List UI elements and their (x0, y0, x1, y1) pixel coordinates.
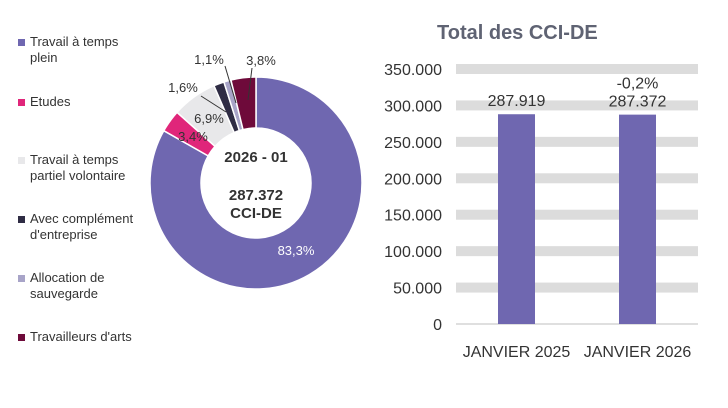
legend-item-travail-temps-partiel-volontaire: Travail à temps partiel volontaire (18, 152, 168, 184)
donut-slice-travailleurs-d-arts (230, 76, 257, 131)
x-tick-label: JANVIER 2026 (584, 344, 692, 361)
y-tick-label: 200.000 (384, 171, 442, 188)
y-tick-label: 300.000 (384, 98, 442, 115)
legend-swatch (18, 275, 25, 282)
leader-line (224, 65, 237, 104)
leader-line (247, 67, 253, 101)
legend-label: Avec complément d'entreprise (30, 211, 134, 242)
legend-label: Allocation de sauvegarde (30, 270, 105, 301)
legend-label: Travailleurs d'arts (30, 329, 132, 344)
legend-label: Travail à temps partiel volontaire (30, 152, 126, 183)
slice-label-travail-temps-partiel-volontaire: 6,9% (194, 111, 224, 126)
slice-label-etudes: 3,4% (178, 129, 208, 144)
bar-chart-title: Total des CCI-DE (437, 22, 598, 44)
legend-swatch (18, 39, 25, 46)
y-tick-label: 150.000 (384, 208, 442, 225)
legend-swatch (18, 216, 25, 223)
y-tick-label: 350.000 (384, 62, 442, 79)
bar-janvier-2025 (498, 114, 535, 325)
slice-label-allocation-de-sauvegarde: 1,1% (194, 52, 224, 67)
legend-item-travail-temps-plein: Travail à temps plein (18, 34, 168, 66)
grid-band (456, 246, 698, 257)
center-unit: CCI-DE (230, 205, 282, 222)
bar-janvier-2026 (619, 114, 656, 325)
grid-band (456, 100, 698, 111)
x-tick-label: JANVIER 2025 (463, 344, 571, 361)
y-tick-label: 100.000 (384, 244, 442, 261)
slice-label-travailleurs-d-arts: 3,8% (246, 53, 276, 68)
grid-band (456, 282, 698, 293)
bar-change-label: -0,2% (617, 76, 659, 93)
legend-item-travailleurs-d-arts: Travailleurs d'arts (18, 329, 168, 345)
legend-swatch (18, 157, 25, 164)
legend-item-avec-compl-ment-d-entreprise: Avec complément d'entreprise (18, 211, 168, 243)
grid-band (456, 136, 698, 147)
legend-swatch (18, 99, 25, 106)
bar-value-label: 287.372 (609, 94, 667, 111)
legend-swatch (18, 334, 25, 341)
legend-item-allocation-de-sauvegarde: Allocation de sauvegarde (18, 270, 168, 302)
slice-label-travail-temps-plein: 83,3% (278, 243, 315, 258)
center-total: 287.372 (228, 187, 284, 204)
grid-band (456, 64, 698, 74)
legend-label: Etudes (30, 94, 71, 109)
donut-slice-travail-temps-plein (149, 76, 363, 290)
slice-label-avec-compl-ment-d-entreprise: 1,6% (168, 80, 198, 95)
grid-band (456, 173, 698, 184)
legend-item-etudes: Etudes (18, 94, 168, 110)
grid-band (456, 209, 698, 220)
leader-line (200, 95, 227, 113)
y-tick-label: 50.000 (393, 281, 442, 298)
y-tick-label: 0 (433, 317, 442, 334)
donut-legend: Travail à temps plein Etudes Travail à temp… (18, 0, 168, 408)
center-period: 2026 - 01 (224, 149, 288, 166)
y-tick-label: 250.000 (384, 135, 442, 152)
bar-value-label: 287.919 (488, 93, 546, 110)
legend-label: Travail à temps plein (30, 34, 119, 65)
